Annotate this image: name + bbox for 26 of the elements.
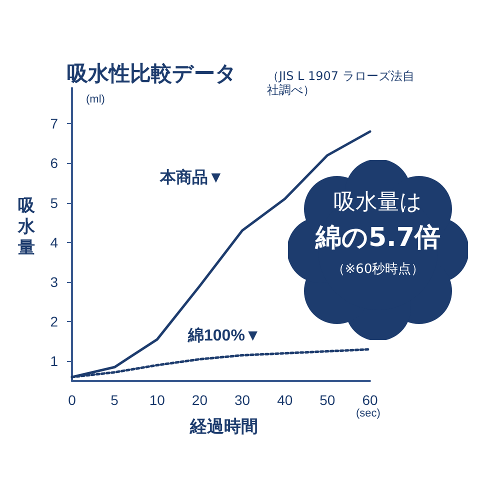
y-tick-label: 1 xyxy=(50,353,58,370)
y-tick-label: 4 xyxy=(50,234,58,250)
annotation: （※60秒時点） xyxy=(330,261,426,279)
annotation: 綿の5.7倍 xyxy=(314,222,442,255)
y-tick-label: 6 xyxy=(50,155,58,172)
x-tick-label: 10 xyxy=(149,392,166,408)
text: (sec) xyxy=(356,408,380,420)
x-tick-label: 0 xyxy=(68,392,76,408)
chart-subtitle: （JIS L 1907 ラローズ法自社調べ） xyxy=(267,69,414,97)
x-tick-label: 30 xyxy=(234,392,250,408)
x-axis-title: 経過時間 xyxy=(189,417,258,436)
x-tick-label: 5 xyxy=(110,392,119,408)
y-tick-label: 3 xyxy=(50,274,58,290)
annotation: (ml) xyxy=(86,94,105,106)
x-tick-label: 60 xyxy=(362,392,378,408)
y-tick-label: 7 xyxy=(50,116,58,132)
series-label: 綿100%▼ xyxy=(187,326,261,344)
x-tick-label: 20 xyxy=(192,392,208,408)
chart-title: 吸水性比較データ xyxy=(67,62,237,86)
annotation: 吸水量は xyxy=(332,189,424,217)
y-tick-label: 2 xyxy=(50,314,58,330)
x-tick-label: 40 xyxy=(277,392,293,408)
x-tick-label: 50 xyxy=(320,392,336,408)
text: 本商品▼ xyxy=(159,168,224,186)
y-tick-label: 5 xyxy=(50,194,58,211)
y-axis-title: 吸水量 xyxy=(17,196,36,257)
